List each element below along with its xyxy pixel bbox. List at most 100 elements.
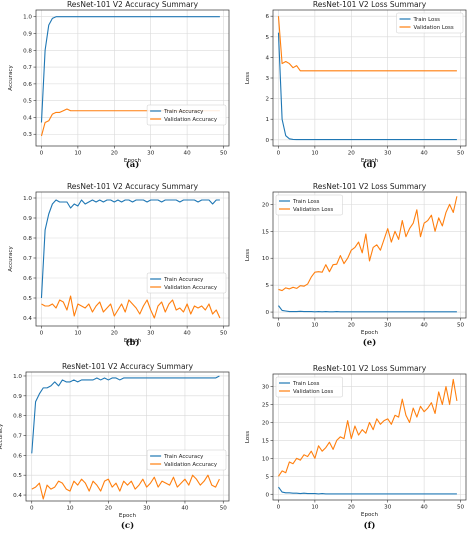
legend-label: Validation Loss <box>293 207 333 213</box>
x-tick-label: 10 <box>66 506 74 512</box>
x-tick-label: 40 <box>421 505 429 511</box>
x-tick-label: 50 <box>220 506 228 512</box>
y-tick-label: 0 <box>265 310 269 316</box>
x-tick-label: 20 <box>111 331 119 337</box>
y-axis-label: Accuracy <box>8 65 14 91</box>
series-line-train <box>40 16 220 123</box>
y-tick-label: 0.5 <box>23 99 32 105</box>
x-tick-label: 10 <box>311 151 319 157</box>
chart-title: ResNet-101 V2 Loss Summary <box>313 0 427 9</box>
legend-box <box>275 194 343 216</box>
plot-frame <box>25 371 230 502</box>
legend: Train Accuracy Validation Accuracy <box>146 272 227 294</box>
plot-frame <box>272 191 467 319</box>
y-tick-label: 20 <box>262 420 270 426</box>
x-tick-label: 10 <box>311 505 319 511</box>
figure-caption: (b) <box>126 337 140 348</box>
x-tick-label: 0 <box>277 505 281 511</box>
legend-label: Train Loss <box>413 17 441 23</box>
x-tick-label: 20 <box>348 323 356 329</box>
x-tick-label: 40 <box>184 151 192 157</box>
x-tick-label: 30 <box>143 506 151 512</box>
series-line-train <box>278 305 457 313</box>
legend-label: Validation Accuracy <box>164 117 218 123</box>
x-tick-label: 0 <box>277 151 281 157</box>
y-tick-label: 0.4 <box>23 316 32 322</box>
x-tick-label: 30 <box>384 151 392 157</box>
y-tick-label: 15 <box>262 438 270 444</box>
y-axis-label: Loss <box>245 72 251 84</box>
legend-label: Train Accuracy <box>163 454 204 460</box>
y-tick-label: 0.5 <box>23 296 32 302</box>
x-tick-label: 40 <box>181 506 189 512</box>
chart-panel-b: 0 10 20 30 40 50 0.4 0.5 0.6 0.7 0.8 0.9 1.0 ResNet-1… <box>8 182 230 348</box>
legend-label: Validation Accuracy <box>164 285 218 291</box>
figure-caption: (c) <box>121 520 134 531</box>
series-line-train <box>40 199 220 299</box>
plot-frame <box>35 9 230 147</box>
y-tick-label: 0.8 <box>23 48 32 54</box>
plot-area <box>36 10 229 146</box>
x-axis-label: Epoch <box>124 158 142 164</box>
legend-box <box>396 12 464 34</box>
y-tick-label: 0 <box>265 492 269 498</box>
y-tick-label: 0.6 <box>23 82 32 88</box>
x-tick-label: 50 <box>457 505 465 511</box>
x-tick-label: 30 <box>147 151 155 157</box>
x-tick-label: 0 <box>30 506 34 512</box>
y-tick-label: 5 <box>265 474 269 480</box>
y-tick-label: 3 <box>265 76 269 82</box>
chart-title: ResNet-101 V2 Accuracy Summary <box>62 362 194 371</box>
legend-label: Validation Loss <box>293 389 333 395</box>
series-line-validation <box>278 378 458 477</box>
y-tick-label: 1.0 <box>23 15 32 21</box>
y-tick-label: 10 <box>262 456 270 462</box>
x-axis-label: Epoch <box>361 512 379 518</box>
y-tick-label: 5 <box>265 35 269 41</box>
figure-caption: (e) <box>363 337 376 348</box>
y-tick-label: 0.7 <box>13 434 22 440</box>
legend: Train Accuracy Validation Accuracy <box>146 104 227 126</box>
y-tick-label: 1.0 <box>23 196 32 202</box>
x-tick-label: 20 <box>348 505 356 511</box>
legend: Train Loss Validation Loss <box>275 376 343 398</box>
figure-caption: (d) <box>363 159 377 170</box>
x-tick-label: 0 <box>40 151 44 157</box>
legend-label: Validation Accuracy <box>164 462 218 468</box>
y-axis-label: Accuracy <box>8 246 14 272</box>
x-axis-label: Epoch <box>361 330 379 336</box>
legend: Train Loss Validation Loss <box>396 12 464 34</box>
y-tick-label: 0.4 <box>23 115 32 121</box>
y-tick-label: 2 <box>265 97 269 103</box>
y-tick-label: 0.7 <box>23 256 32 262</box>
y-tick-label: 0.7 <box>23 65 32 71</box>
legend-box <box>146 272 227 294</box>
y-tick-label: 1 <box>265 117 269 123</box>
x-tick-label: 20 <box>111 151 119 157</box>
x-tick-label: 40 <box>421 323 429 329</box>
plot-area <box>26 372 229 501</box>
series-line-validation <box>31 474 220 500</box>
chart-title: ResNet-101 V2 Loss Summary <box>313 182 427 191</box>
series-line-train <box>278 486 457 495</box>
y-tick-label: 0.5 <box>13 473 22 479</box>
y-tick-label: 0.8 <box>23 236 32 242</box>
series-line-validation <box>41 295 221 319</box>
y-tick-label: 0.9 <box>23 216 32 222</box>
y-tick-label: 0.6 <box>23 276 32 282</box>
y-tick-label: 0.9 <box>23 32 32 38</box>
x-tick-label: 50 <box>457 151 465 157</box>
x-tick-label: 30 <box>384 323 392 329</box>
chart-panel-f: 0 10 20 30 40 50 0 5 10 15 20 25 30 ResNet-101 V2 Los… <box>245 364 467 531</box>
y-tick-label: 0.8 <box>13 414 22 420</box>
y-tick-label: 20 <box>262 202 270 208</box>
x-axis-label: Epoch <box>124 338 142 344</box>
x-axis-label: Epoch <box>119 513 137 519</box>
y-tick-label: 0.4 <box>13 493 22 499</box>
y-tick-label: 0 <box>265 138 269 144</box>
plot-frame <box>272 373 467 501</box>
y-axis-label: Loss <box>245 249 251 261</box>
x-tick-label: 0 <box>40 331 44 337</box>
figure-caption: (a) <box>126 159 140 170</box>
chart-panel-e: 0 10 20 30 40 50 0 5 10 15 20 ResNet-101 V2 Loss Su… <box>245 182 467 348</box>
